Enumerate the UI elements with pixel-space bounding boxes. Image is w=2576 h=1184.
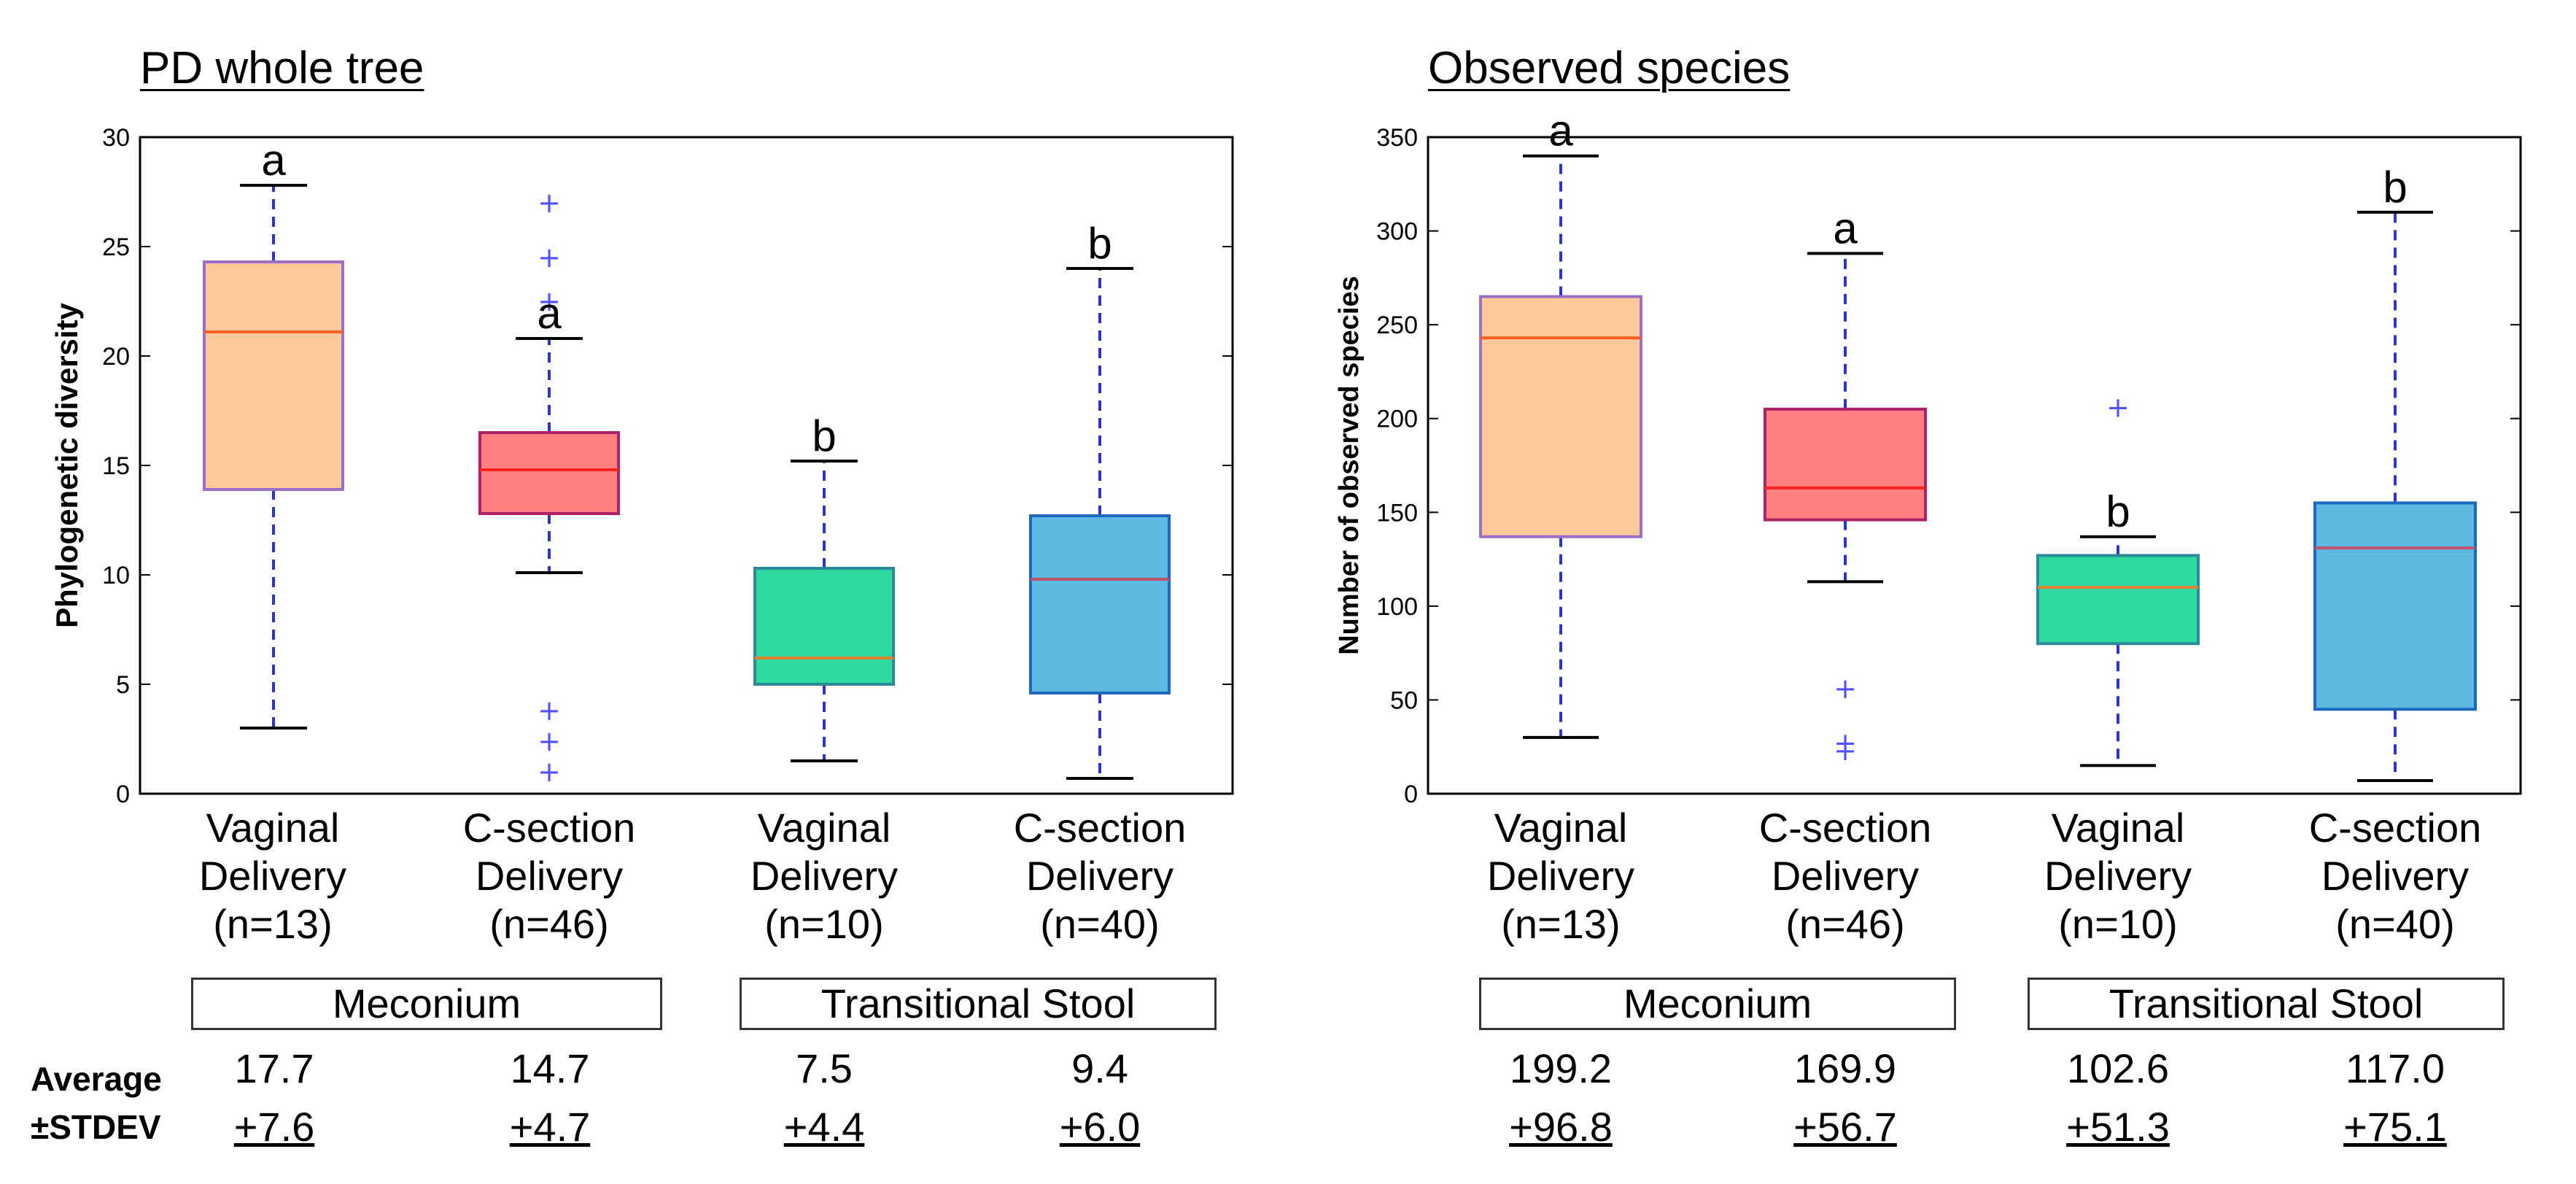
left-ytick-label: 25 xyxy=(102,233,130,261)
left-ytick-label: 0 xyxy=(116,781,130,808)
left-ytick-label: 15 xyxy=(102,452,130,480)
left-category-label-2: C-section Delivery (n=46) xyxy=(462,805,636,947)
left-box-2 xyxy=(478,431,620,515)
right-box-3-significance-letter: b xyxy=(2106,487,2130,536)
left-box-2-outlier: + xyxy=(538,694,561,727)
right-ytick-label: 100 xyxy=(1376,593,1418,621)
stdev-row-label: ±STDEV xyxy=(31,1108,161,1146)
right-chart-title: Observed species xyxy=(1428,43,1791,93)
right-ytick-label: 150 xyxy=(1376,499,1418,527)
average-row-label: Average xyxy=(31,1060,162,1098)
left-stdev-1: +7.6 xyxy=(233,1104,315,1150)
left-stdev-2: +4.7 xyxy=(509,1104,591,1150)
right-box-4 xyxy=(2313,501,2477,711)
left-box-1 xyxy=(203,260,344,491)
right-plot-frame xyxy=(1427,136,2522,795)
right-average-4: 117.0 xyxy=(2346,1045,2445,1091)
right-box-1 xyxy=(1479,295,1642,538)
left-box-2-outlier: + xyxy=(538,241,561,274)
right-box-1-significance-letter: a xyxy=(1548,107,1573,155)
left-box-2-outlier: + xyxy=(538,756,561,788)
left-box-1-significance-letter: a xyxy=(261,136,286,185)
right-stdev-2: +56.7 xyxy=(1793,1104,1897,1150)
right-stdev-1: +96.8 xyxy=(1509,1104,1613,1150)
left-stdev-3: +4.4 xyxy=(783,1104,865,1150)
left-ytick-label: 10 xyxy=(102,562,130,589)
right-ytick-label: 250 xyxy=(1376,312,1418,339)
left-average-2: 14.7 xyxy=(510,1045,590,1091)
right-y-axis-label: Number of observed species xyxy=(1334,276,1365,655)
right-box-2-outlier: + xyxy=(1834,673,1857,705)
right-ytick-label: 200 xyxy=(1376,406,1418,433)
left-category-label-4: C-section Delivery (n=40) xyxy=(1013,805,1187,947)
left-box-3-significance-letter: b xyxy=(812,411,836,460)
left-box-2-significance-letter: a xyxy=(537,289,562,338)
right-stdev-4: +75.1 xyxy=(2343,1104,2447,1150)
right-average-3: 102.6 xyxy=(2066,1045,2170,1091)
right-ytick-label: 350 xyxy=(1376,124,1418,152)
right-group-meconium: Meconium xyxy=(1479,978,1956,1030)
right-box-2-outlier: + xyxy=(1834,735,1857,767)
left-group-transitional: Transitional Stool xyxy=(740,978,1217,1030)
right-ytick-label: 50 xyxy=(1390,686,1418,714)
right-box-2-outlier: + xyxy=(1834,727,1857,759)
right-box-2 xyxy=(1764,407,1927,522)
right-ytick-label: 300 xyxy=(1376,218,1418,246)
left-category-label-1: Vaginal Delivery (n=13) xyxy=(198,805,347,947)
left-category-label-3: Vaginal Delivery (n=10) xyxy=(750,805,899,947)
left-stdev-4: +6.0 xyxy=(1059,1104,1141,1150)
right-category-label-1: Vaginal Delivery (n=13) xyxy=(1486,805,1635,947)
left-group-meconium: Meconium xyxy=(191,978,662,1030)
left-average-4: 9.4 xyxy=(1071,1045,1128,1091)
right-category-label-2: C-section Delivery (n=46) xyxy=(1758,805,1932,947)
left-box-4-significance-letter: b xyxy=(1087,219,1112,268)
right-box-4-significance-letter: b xyxy=(2383,163,2407,212)
left-ytick-label: 20 xyxy=(102,343,130,371)
left-ytick-label: 30 xyxy=(102,124,130,152)
right-category-label-4: C-section Delivery (n=40) xyxy=(2308,805,2482,947)
left-average-1: 17.7 xyxy=(234,1045,314,1091)
right-category-label-3: Vaginal Delivery (n=10) xyxy=(2044,805,2192,947)
right-average-2: 169.9 xyxy=(1793,1045,1897,1091)
left-average-3: 7.5 xyxy=(796,1045,853,1091)
left-box-2-outlier: + xyxy=(538,187,561,219)
right-group-transitional: Transitional Stool xyxy=(2028,978,2505,1030)
right-ytick-label: 0 xyxy=(1404,781,1418,808)
right-box-3 xyxy=(2036,554,2200,646)
left-box-2-outlier: + xyxy=(538,725,561,757)
left-chart-title: PD whole tree xyxy=(140,43,424,93)
left-ytick-label: 5 xyxy=(116,671,130,699)
right-average-1: 199.2 xyxy=(1509,1045,1613,1091)
left-box-2-outlier: + xyxy=(538,285,561,317)
left-box-4 xyxy=(1029,514,1171,694)
right-box-2-significance-letter: a xyxy=(1833,204,1858,252)
right-stdev-3: +51.3 xyxy=(2066,1104,2170,1150)
left-y-axis-label: Phylogenetic diversity xyxy=(50,302,84,627)
left-box-3 xyxy=(753,567,895,686)
right-box-3-outlier: + xyxy=(2106,391,2130,423)
